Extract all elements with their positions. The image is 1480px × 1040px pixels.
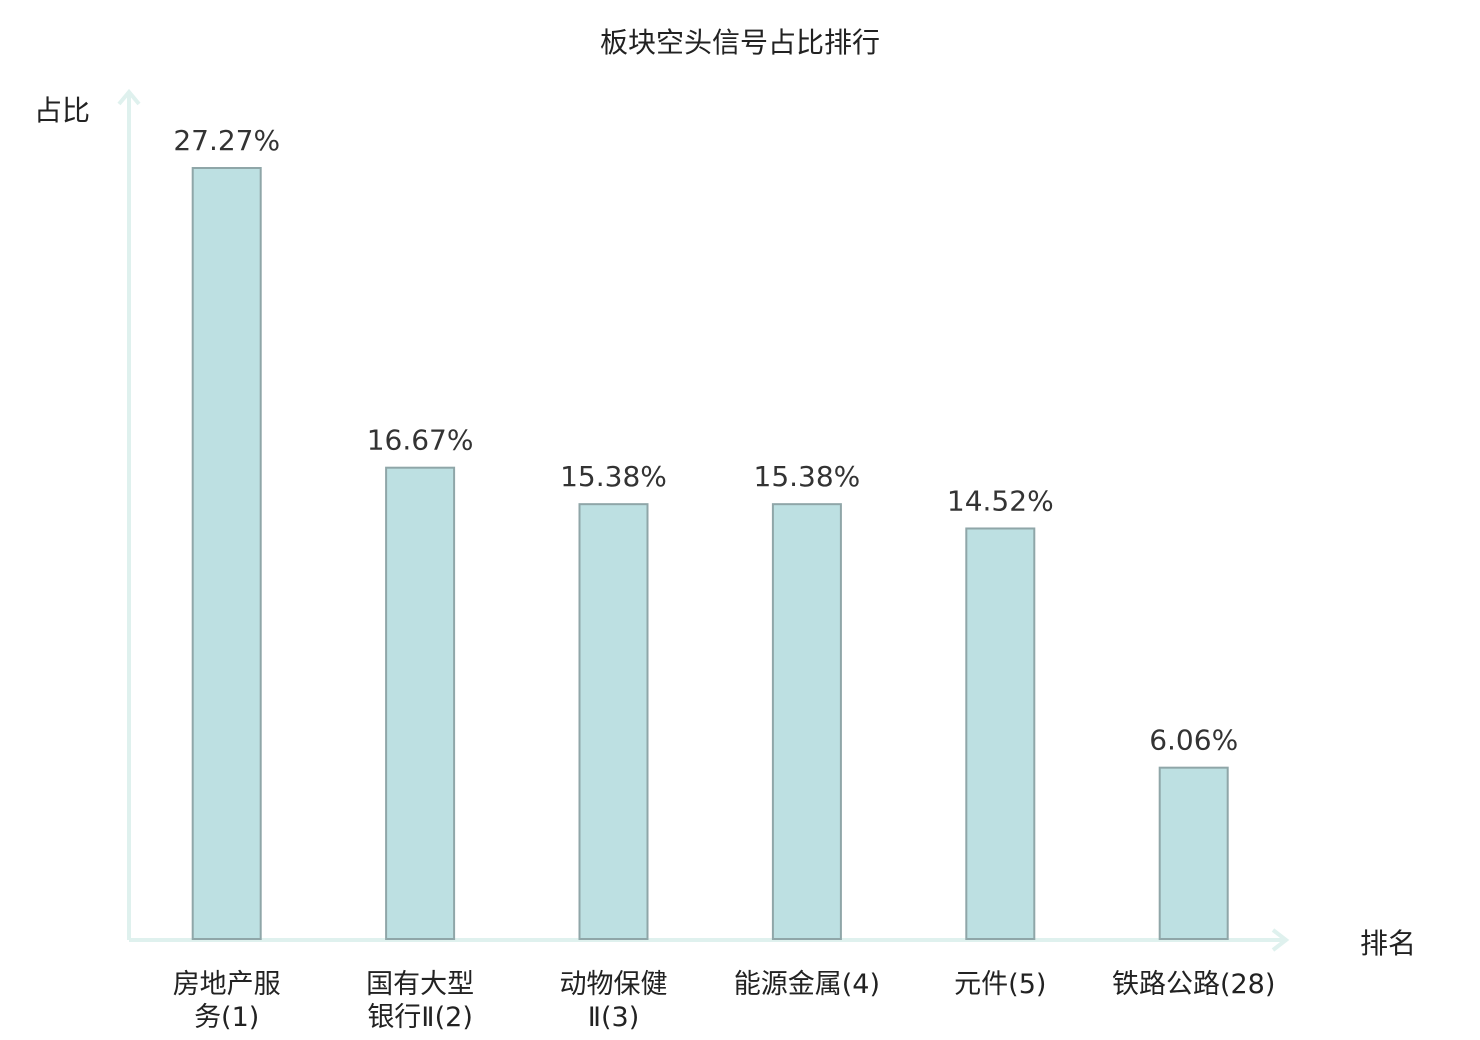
x-axis-label: 排名 xyxy=(1360,927,1416,960)
bar xyxy=(191,167,262,940)
bar-value-label: 6.06% xyxy=(1149,724,1238,757)
category-tick-label: 银行Ⅱ(2) xyxy=(367,1002,473,1033)
y-axis-label: 占比 xyxy=(34,94,90,127)
bar xyxy=(771,503,842,940)
bar xyxy=(965,527,1036,941)
category-tick-label: 务(1) xyxy=(194,1002,259,1033)
bar-value-label: 15.38% xyxy=(560,460,667,493)
bar-value-label: 14.52% xyxy=(947,484,1054,517)
value-labels: 27.27% 16.67% 15.38% 15.38% 14.52% 6.06% xyxy=(173,124,1238,757)
y-axis xyxy=(117,88,141,940)
bar xyxy=(578,503,649,940)
bar-value-label: 15.38% xyxy=(754,460,861,493)
bar-value-label: 16.67% xyxy=(367,424,474,457)
bar xyxy=(385,466,456,940)
y-axis-arrow xyxy=(117,88,141,106)
chart-title: 板块空头信号占比排行 xyxy=(600,26,880,59)
bar xyxy=(1158,766,1229,941)
x-axis-arrow xyxy=(1271,928,1290,952)
category-tick-label: 元件(5) xyxy=(954,969,1046,1000)
bar-value-label: 27.27% xyxy=(173,124,280,157)
category-tick-label: 国有大型 xyxy=(366,969,474,1000)
category-tick-label: 铁路公路(28) xyxy=(1112,969,1275,1000)
category-tick-label: 能源金属(4) xyxy=(734,969,880,1000)
bars xyxy=(191,167,1229,941)
x-axis xyxy=(129,928,1290,952)
category-tick-label: Ⅱ(3) xyxy=(588,1002,640,1033)
category-tick-label: 房地产服 xyxy=(173,969,281,1000)
category-tick-label: 动物保健 xyxy=(560,969,668,1000)
